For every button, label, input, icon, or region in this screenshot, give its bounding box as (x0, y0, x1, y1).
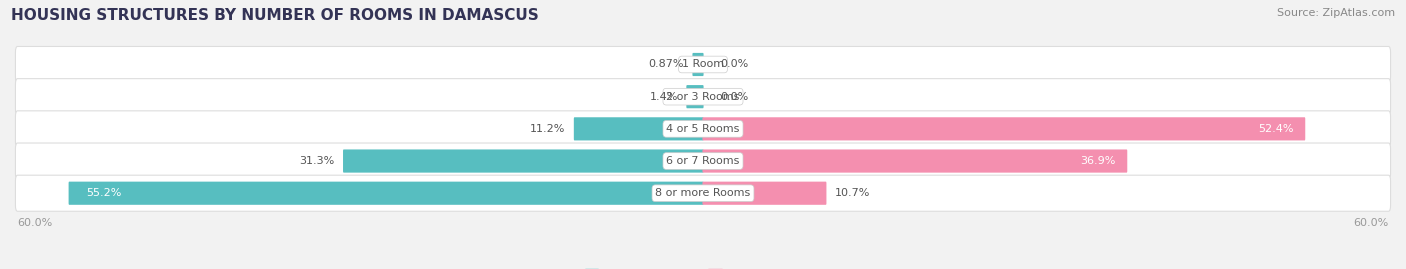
FancyBboxPatch shape (703, 150, 1128, 173)
FancyBboxPatch shape (574, 117, 703, 140)
Text: 2 or 3 Rooms: 2 or 3 Rooms (666, 92, 740, 102)
Text: 8 or more Rooms: 8 or more Rooms (655, 188, 751, 198)
Text: 1 Room: 1 Room (682, 59, 724, 69)
Text: 4 or 5 Rooms: 4 or 5 Rooms (666, 124, 740, 134)
FancyBboxPatch shape (692, 53, 703, 76)
Text: 36.9%: 36.9% (1080, 156, 1115, 166)
Text: 0.87%: 0.87% (648, 59, 683, 69)
Text: 11.2%: 11.2% (530, 124, 565, 134)
FancyBboxPatch shape (703, 117, 1305, 140)
Text: 1.4%: 1.4% (650, 92, 678, 102)
Text: 6 or 7 Rooms: 6 or 7 Rooms (666, 156, 740, 166)
Text: 60.0%: 60.0% (17, 218, 53, 228)
FancyBboxPatch shape (15, 47, 1391, 83)
Text: 31.3%: 31.3% (299, 156, 335, 166)
FancyBboxPatch shape (703, 182, 827, 205)
Legend: Owner-occupied, Renter-occupied: Owner-occupied, Renter-occupied (581, 264, 825, 269)
Text: HOUSING STRUCTURES BY NUMBER OF ROOMS IN DAMASCUS: HOUSING STRUCTURES BY NUMBER OF ROOMS IN… (11, 8, 538, 23)
FancyBboxPatch shape (686, 85, 703, 108)
Text: 0.0%: 0.0% (720, 92, 748, 102)
Text: Source: ZipAtlas.com: Source: ZipAtlas.com (1277, 8, 1395, 18)
FancyBboxPatch shape (15, 143, 1391, 179)
Text: 0.0%: 0.0% (720, 59, 748, 69)
Text: 10.7%: 10.7% (835, 188, 870, 198)
FancyBboxPatch shape (15, 175, 1391, 211)
FancyBboxPatch shape (69, 182, 703, 205)
FancyBboxPatch shape (15, 111, 1391, 147)
FancyBboxPatch shape (343, 150, 703, 173)
Text: 52.4%: 52.4% (1258, 124, 1294, 134)
Text: 55.2%: 55.2% (86, 188, 122, 198)
Text: 60.0%: 60.0% (1353, 218, 1389, 228)
FancyBboxPatch shape (15, 79, 1391, 115)
